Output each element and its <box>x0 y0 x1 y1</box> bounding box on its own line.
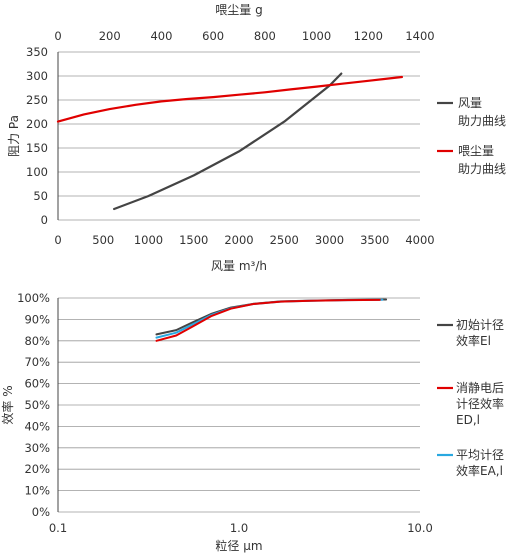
x2-tick-label: 800 <box>254 29 276 43</box>
y-tick-label: 150 <box>26 141 48 155</box>
y-tick-label: 300 <box>26 69 48 83</box>
x2-tick-label: 1000 <box>302 29 331 43</box>
legend-label: 风量助力曲线 <box>458 96 506 128</box>
x2-tick-label: 0 <box>54 29 61 43</box>
x2-tick-label: 200 <box>99 29 121 43</box>
legend-label: 消静电后计径效率 ED,l <box>456 381 504 427</box>
y-tick-label: 40% <box>24 419 50 433</box>
legend-label: 初始计径效率El <box>456 318 504 348</box>
y-tick-label: 80% <box>24 334 50 348</box>
legend-label: 喂尘量助力曲线 <box>458 144 506 176</box>
y-tick-label: 100% <box>17 291 50 305</box>
x-tick-label: 2000 <box>224 233 253 247</box>
y-tick-label: 20% <box>24 462 50 476</box>
y-tick-label: 90% <box>24 312 50 326</box>
x-tick-label: 1000 <box>134 233 163 247</box>
series-line <box>112 72 343 211</box>
legend-label: 平均计径效率EA,l <box>456 448 504 478</box>
y-tick-label: 70% <box>24 355 50 369</box>
y-tick-label: 0 <box>41 213 48 227</box>
y-tick-label: 60% <box>24 377 50 391</box>
x-axis-title: 风量 m³/h <box>211 259 267 273</box>
y-tick-label: 10% <box>24 484 50 498</box>
y-tick-label: 250 <box>26 93 48 107</box>
x2-tick-label: 600 <box>202 29 224 43</box>
y-tick-label: 50 <box>33 189 48 203</box>
x-tick-label: 0.1 <box>49 521 67 535</box>
y-axis-title: 效率 % <box>0 385 15 424</box>
y-tick-label: 0% <box>32 505 50 519</box>
x-tick-label: 500 <box>92 233 114 247</box>
x2-tick-label: 400 <box>150 29 172 43</box>
y-tick-label: 100 <box>26 165 48 179</box>
x-tick-label: 3000 <box>315 233 344 247</box>
y-tick-label: 30% <box>24 441 50 455</box>
y-axis-title: 阻力 Pa <box>7 115 21 157</box>
x-tick-label: 3500 <box>360 233 389 247</box>
y-tick-label: 200 <box>26 117 48 131</box>
series-line <box>56 75 403 123</box>
x-axis-title: 粒径 μm <box>215 538 262 553</box>
x2-tick-label: 1200 <box>354 29 383 43</box>
series-line <box>155 298 388 336</box>
series-line <box>155 298 381 342</box>
x-tick-label: 1500 <box>179 233 208 247</box>
y-tick-label: 50% <box>24 398 50 412</box>
x2-tick-label: 1400 <box>405 29 434 43</box>
x-tick-label: 0 <box>54 233 61 247</box>
y-tick-label: 350 <box>26 45 48 59</box>
x-tick-label: 4000 <box>405 233 434 247</box>
x-tick-label: 10.0 <box>407 521 433 535</box>
x2-axis-title: 喂尘量 g <box>215 3 262 17</box>
x-tick-label: 2500 <box>270 233 299 247</box>
x-tick-label: 1.0 <box>230 521 248 535</box>
efficiency-chart: 0% 10% 20% 30% 40% 50% 60% 70% 80% 90% 100% 0.1 1.0 1… <box>0 291 504 553</box>
series-line <box>155 298 384 339</box>
